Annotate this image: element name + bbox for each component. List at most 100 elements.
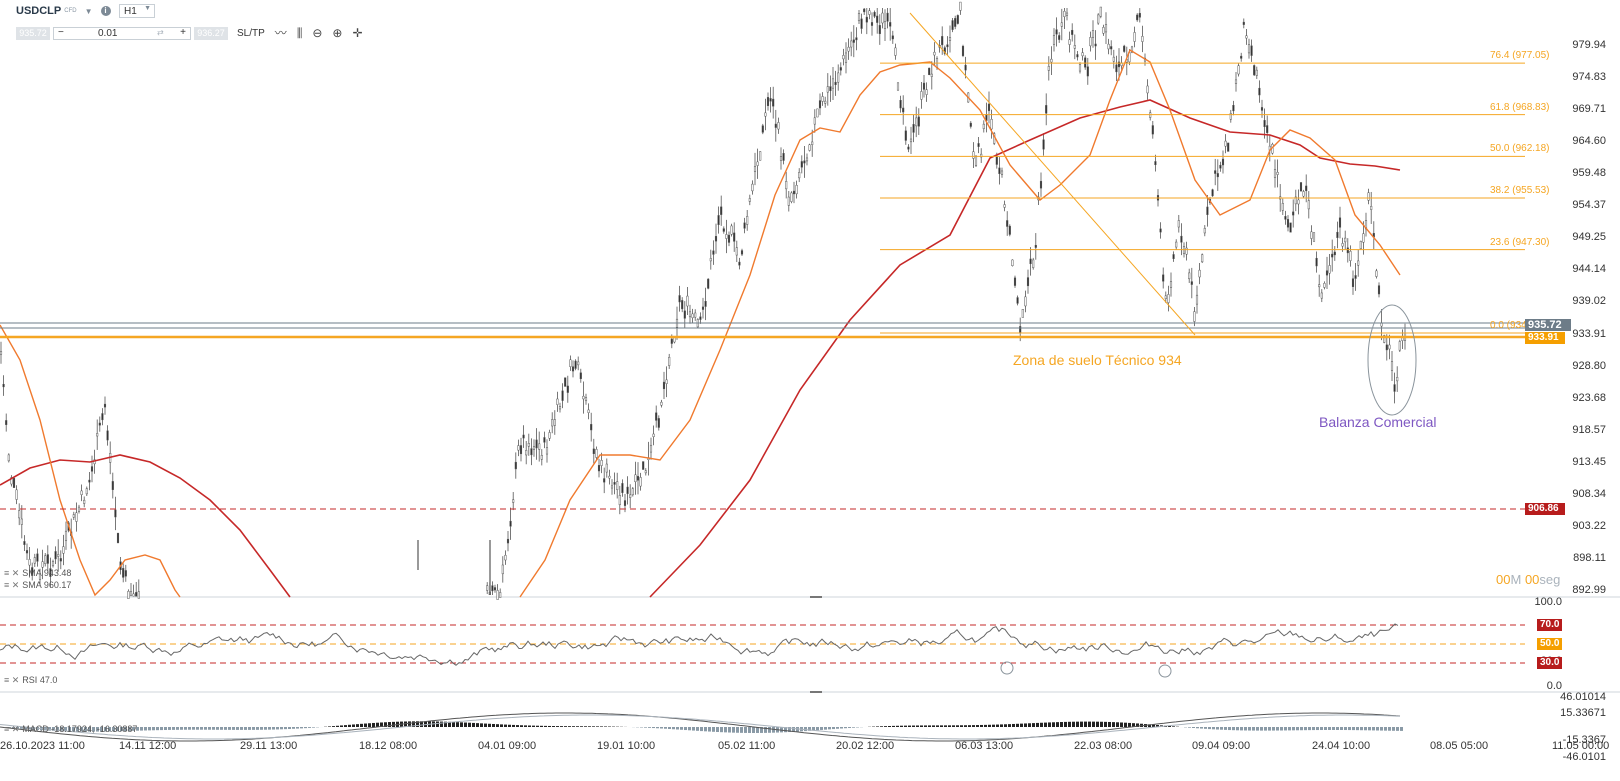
zoom-out-icon[interactable]: ⊖ — [312, 26, 323, 40]
info-icon[interactable]: i — [100, 6, 111, 16]
decrease-button[interactable]: − — [58, 26, 64, 38]
candle-body — [1385, 344, 1388, 351]
candle-body — [847, 46, 850, 52]
event-ellipse[interactable] — [1367, 304, 1417, 416]
candle-body — [730, 225, 733, 235]
candle-body — [774, 123, 777, 128]
candle-body — [551, 419, 554, 427]
macd-bar — [1392, 727, 1395, 731]
sltp-button[interactable]: SL/TP — [237, 27, 265, 39]
increase-button[interactable]: + — [180, 26, 186, 38]
macd-bar — [1332, 727, 1335, 730]
macd-bar — [588, 726, 591, 727]
candle-body — [1318, 284, 1321, 288]
macd-bar — [1040, 722, 1043, 727]
macd-bar — [164, 727, 167, 731]
swap-icon[interactable]: ⇄ — [157, 27, 164, 37]
menu-icon[interactable]: ≡ ✕ — [4, 675, 20, 685]
candle-body — [1055, 29, 1058, 35]
macd-legend[interactable]: ≡ ✕ MACD -18.17924, -16.30887 — [4, 724, 137, 735]
quantity-stepper[interactable]: − 0.01 ⇄ + — [53, 26, 191, 40]
candle-body — [904, 130, 907, 141]
macd-bar — [224, 727, 227, 730]
candle-body — [512, 499, 515, 503]
candle-body — [954, 18, 957, 27]
candle-body — [532, 446, 536, 450]
candle-body — [605, 463, 608, 473]
symbol-label[interactable]: USDCLP CFD ▼ i — [16, 5, 111, 17]
candle-body — [699, 316, 702, 320]
macd-bar — [764, 727, 767, 733]
date-tick-label: 11.05 00:00 — [1552, 740, 1610, 752]
macd-bar — [196, 727, 199, 730]
macd-bar — [1192, 727, 1195, 728]
sell-price-button[interactable]: 935.72 — [16, 26, 50, 40]
candle-body — [1003, 204, 1006, 208]
candle-body — [80, 490, 83, 495]
macd-bar — [1084, 721, 1087, 727]
candle-body — [790, 192, 793, 202]
macd-bar — [568, 726, 571, 727]
macd-bar — [1044, 722, 1047, 727]
candle-body — [1354, 275, 1357, 279]
macd-bar — [932, 725, 935, 727]
crosshair-icon[interactable]: ✛ — [352, 26, 363, 40]
macd-bar — [756, 727, 759, 733]
menu-icon[interactable]: ≡ ✕ — [4, 568, 20, 578]
macd-bar — [304, 727, 307, 729]
macd-bar — [1360, 727, 1363, 731]
candle-body — [535, 439, 538, 449]
fibonacci-retracement[interactable] — [880, 62, 1525, 334]
macd-bar — [1336, 727, 1339, 730]
macd-bar — [1128, 722, 1131, 727]
candle-body — [649, 444, 653, 453]
macd-bar — [1296, 727, 1299, 731]
support-zone-annotation[interactable]: Zona de suelo Técnico 934 — [1013, 352, 1182, 368]
candle-body — [1195, 294, 1199, 305]
macd-bar — [120, 727, 123, 732]
macd-bar — [504, 724, 507, 727]
macd-bar — [408, 721, 411, 727]
macd-bar — [1028, 723, 1031, 727]
sma-legend-2[interactable]: ≡ ✕ SMA 960.17 — [4, 580, 71, 591]
candle-body — [876, 15, 879, 23]
candle-body — [72, 514, 75, 518]
macd-bar — [1048, 722, 1051, 727]
candle-body — [642, 461, 645, 470]
menu-icon[interactable]: ≡ ✕ — [4, 580, 20, 590]
candle-body — [603, 478, 606, 483]
event-annotation[interactable]: Balanza Comercial — [1319, 414, 1437, 430]
date-tick-label: 26.10.2023 11:00 — [0, 740, 85, 752]
candlestick-icon[interactable]: ⫼ — [296, 26, 303, 40]
candle-body — [499, 592, 502, 598]
macd-bar — [676, 727, 679, 730]
date-tick-label: 06.03 13:00 — [955, 740, 1014, 752]
macd-bar — [548, 725, 551, 727]
macd-bar — [696, 727, 699, 731]
macd-bar — [936, 725, 939, 727]
macd-bar — [888, 725, 891, 727]
candle-body — [1099, 6, 1102, 17]
rsi-legend[interactable]: ≡ ✕ RSI 47.0 — [4, 675, 57, 686]
candle-body — [1206, 206, 1209, 215]
price-tick-label: 903.22 — [1572, 519, 1606, 532]
zoom-in-icon[interactable]: ⊕ — [332, 26, 343, 40]
candle-body — [915, 117, 918, 127]
menu-icon[interactable]: ≡ ✕ — [4, 724, 20, 734]
line-chart-icon[interactable]: 〰 — [274, 26, 287, 40]
candle-body — [925, 89, 928, 95]
sma-legend-1[interactable]: ≡ ✕ SMA 943.48 — [4, 568, 71, 579]
macd-bar — [268, 727, 271, 730]
symbol-dropdown-icon[interactable]: ▼ — [84, 6, 93, 16]
buy-price-button[interactable]: 936.27 — [194, 26, 228, 40]
trend-line[interactable] — [909, 12, 1196, 336]
price-tick-label: 898.11 — [1573, 551, 1606, 564]
price-tick-label: 944.14 — [1572, 263, 1606, 276]
quantity-input[interactable]: 0.01 — [98, 27, 118, 39]
candle-body — [1029, 258, 1032, 265]
candle-body — [881, 12, 884, 24]
timeframe-select[interactable]: H1 ▼ — [119, 4, 155, 18]
macd-bar — [500, 724, 503, 727]
candle-body — [38, 573, 42, 580]
